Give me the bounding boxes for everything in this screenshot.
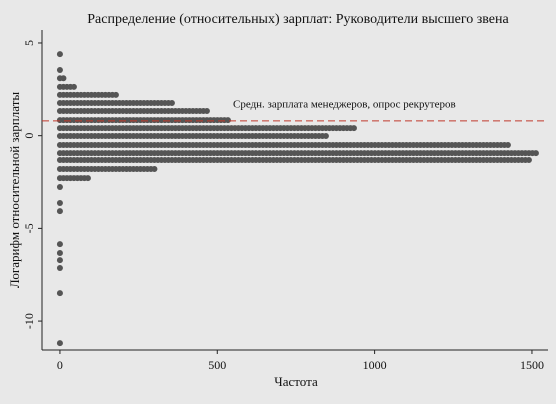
y-tick-label: 5 <box>22 40 36 46</box>
x-tick-label: 500 <box>208 358 226 372</box>
y-tick-label: -5 <box>22 223 36 233</box>
x-tick-label: 1500 <box>520 358 544 372</box>
y-tick-label: 0 <box>22 133 36 139</box>
x-tick-label: 1000 <box>363 358 387 372</box>
chart-title: Распределение (относительных) зарплат: Р… <box>87 12 509 27</box>
x-axis-label: Частота <box>274 374 318 389</box>
reference-label: Средн. зарплата менеджеров, опрос рекрут… <box>233 98 456 110</box>
y-axis-label: Логарифм относительной зарплаты <box>7 92 22 288</box>
y-tick-label: -10 <box>22 313 36 329</box>
x-tick-label: 0 <box>57 358 63 372</box>
